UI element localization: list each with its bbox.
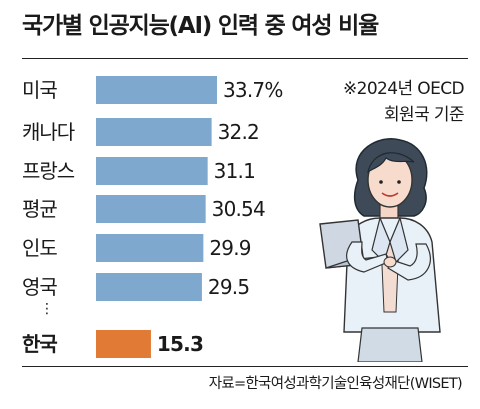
value-label-6: 15.3 xyxy=(156,332,204,356)
category-label-0: 미국 xyxy=(22,78,58,102)
bar-4 xyxy=(96,234,204,262)
value-label-0: 33.7% xyxy=(223,78,283,102)
note-line-2: 회원국 기준 xyxy=(383,105,465,125)
value-label-2: 31.1 xyxy=(213,159,256,183)
footer-divider xyxy=(22,366,468,367)
category-label-2: 프랑스 xyxy=(22,159,75,183)
bar-5 xyxy=(96,273,202,301)
value-label-5: 29.5 xyxy=(207,275,250,299)
bar-1 xyxy=(96,118,212,146)
category-label-3: 평균 xyxy=(22,197,58,221)
value-label-3: 30.54 xyxy=(211,197,266,221)
category-label-1: 캐나다 xyxy=(22,120,75,144)
bar-3 xyxy=(96,195,206,223)
ellipsis-mark: ⋮ xyxy=(40,301,54,317)
source-credit: 자료=한국여성과학기술인육성재단(WISET) xyxy=(208,376,463,392)
category-label-4: 인도 xyxy=(22,236,58,260)
note: ※2024년 OECD 회원국 기준 xyxy=(342,76,465,128)
chart-title: 국가별 인공지능(AI) 인력 중 여성 비율 xyxy=(22,13,379,39)
woman-with-laptop-illustration xyxy=(319,138,441,362)
value-label-1: 32.2 xyxy=(217,120,260,144)
bar-0 xyxy=(96,76,217,104)
bar-6 xyxy=(96,330,151,358)
bar-2 xyxy=(96,157,208,185)
category-label-5: 영국 xyxy=(22,275,58,299)
note-line-1: ※2024년 OECD xyxy=(342,79,465,99)
title-divider xyxy=(22,58,468,59)
category-label-6: 한국 xyxy=(22,332,58,356)
value-label-4: 29.9 xyxy=(209,236,251,260)
